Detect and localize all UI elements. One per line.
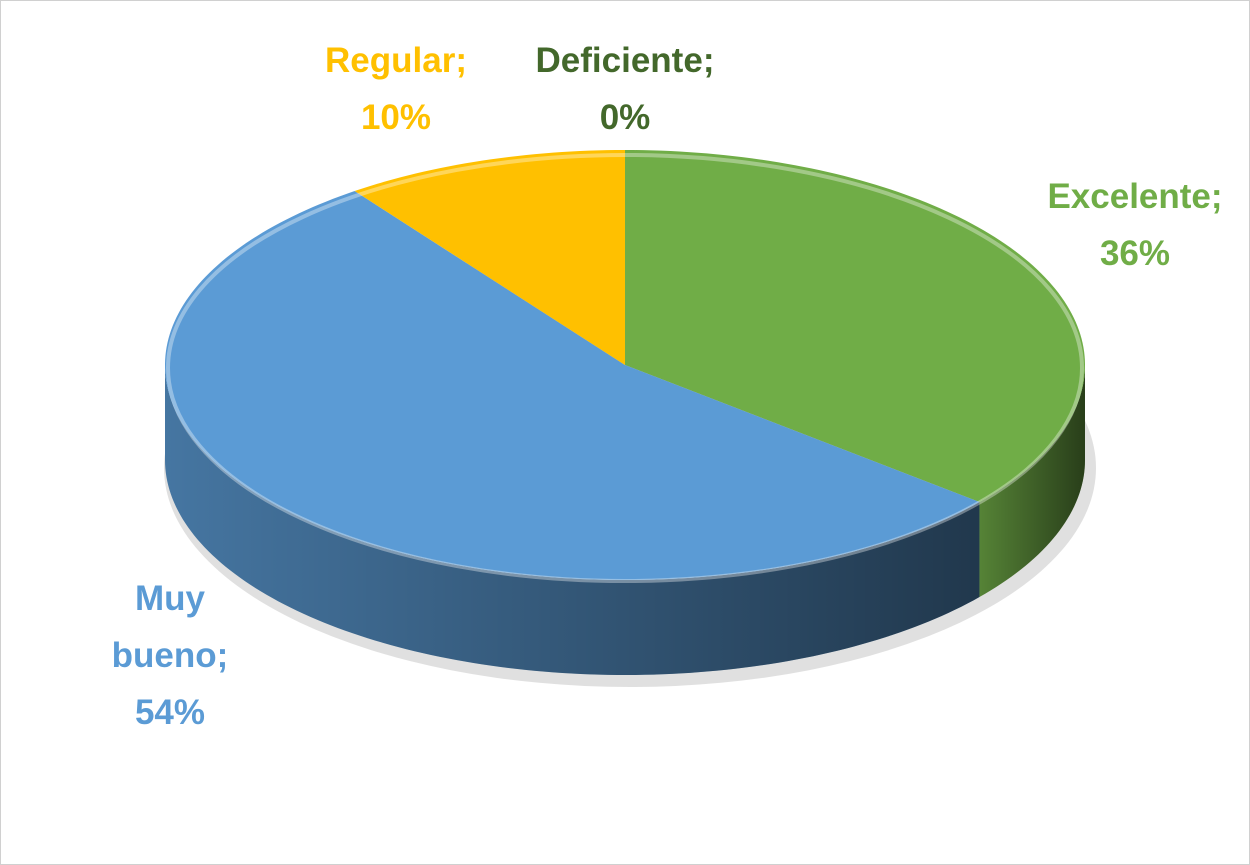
- data-label: Excelente; 36%: [1035, 168, 1235, 282]
- data-label: Regular; 10%: [296, 32, 496, 146]
- label-category: Muy bueno: [111, 579, 217, 675]
- slice: [354, 150, 625, 365]
- label-value: 0%: [599, 98, 651, 137]
- label-separator: ;: [455, 41, 467, 80]
- slice: [625, 150, 1085, 503]
- slice: [165, 191, 980, 580]
- label-category: Deficiente: [535, 41, 703, 80]
- label-separator: ;: [1210, 177, 1223, 216]
- data-label: Deficiente; 0%: [525, 32, 725, 146]
- label-value: 36%: [1099, 234, 1171, 273]
- slice-side-shade: [979, 365, 1085, 598]
- slice-side-shade: [165, 365, 980, 675]
- label-separator: ;: [216, 636, 229, 675]
- label-category: Regular: [325, 41, 456, 80]
- rim-highlight: [166, 153, 1084, 583]
- data-label: Muy bueno; 54%: [95, 570, 245, 741]
- label-separator: ;: [702, 41, 715, 80]
- label-value: 54%: [134, 693, 206, 732]
- label-value: 10%: [360, 98, 432, 137]
- label-category: Excelente: [1047, 177, 1211, 216]
